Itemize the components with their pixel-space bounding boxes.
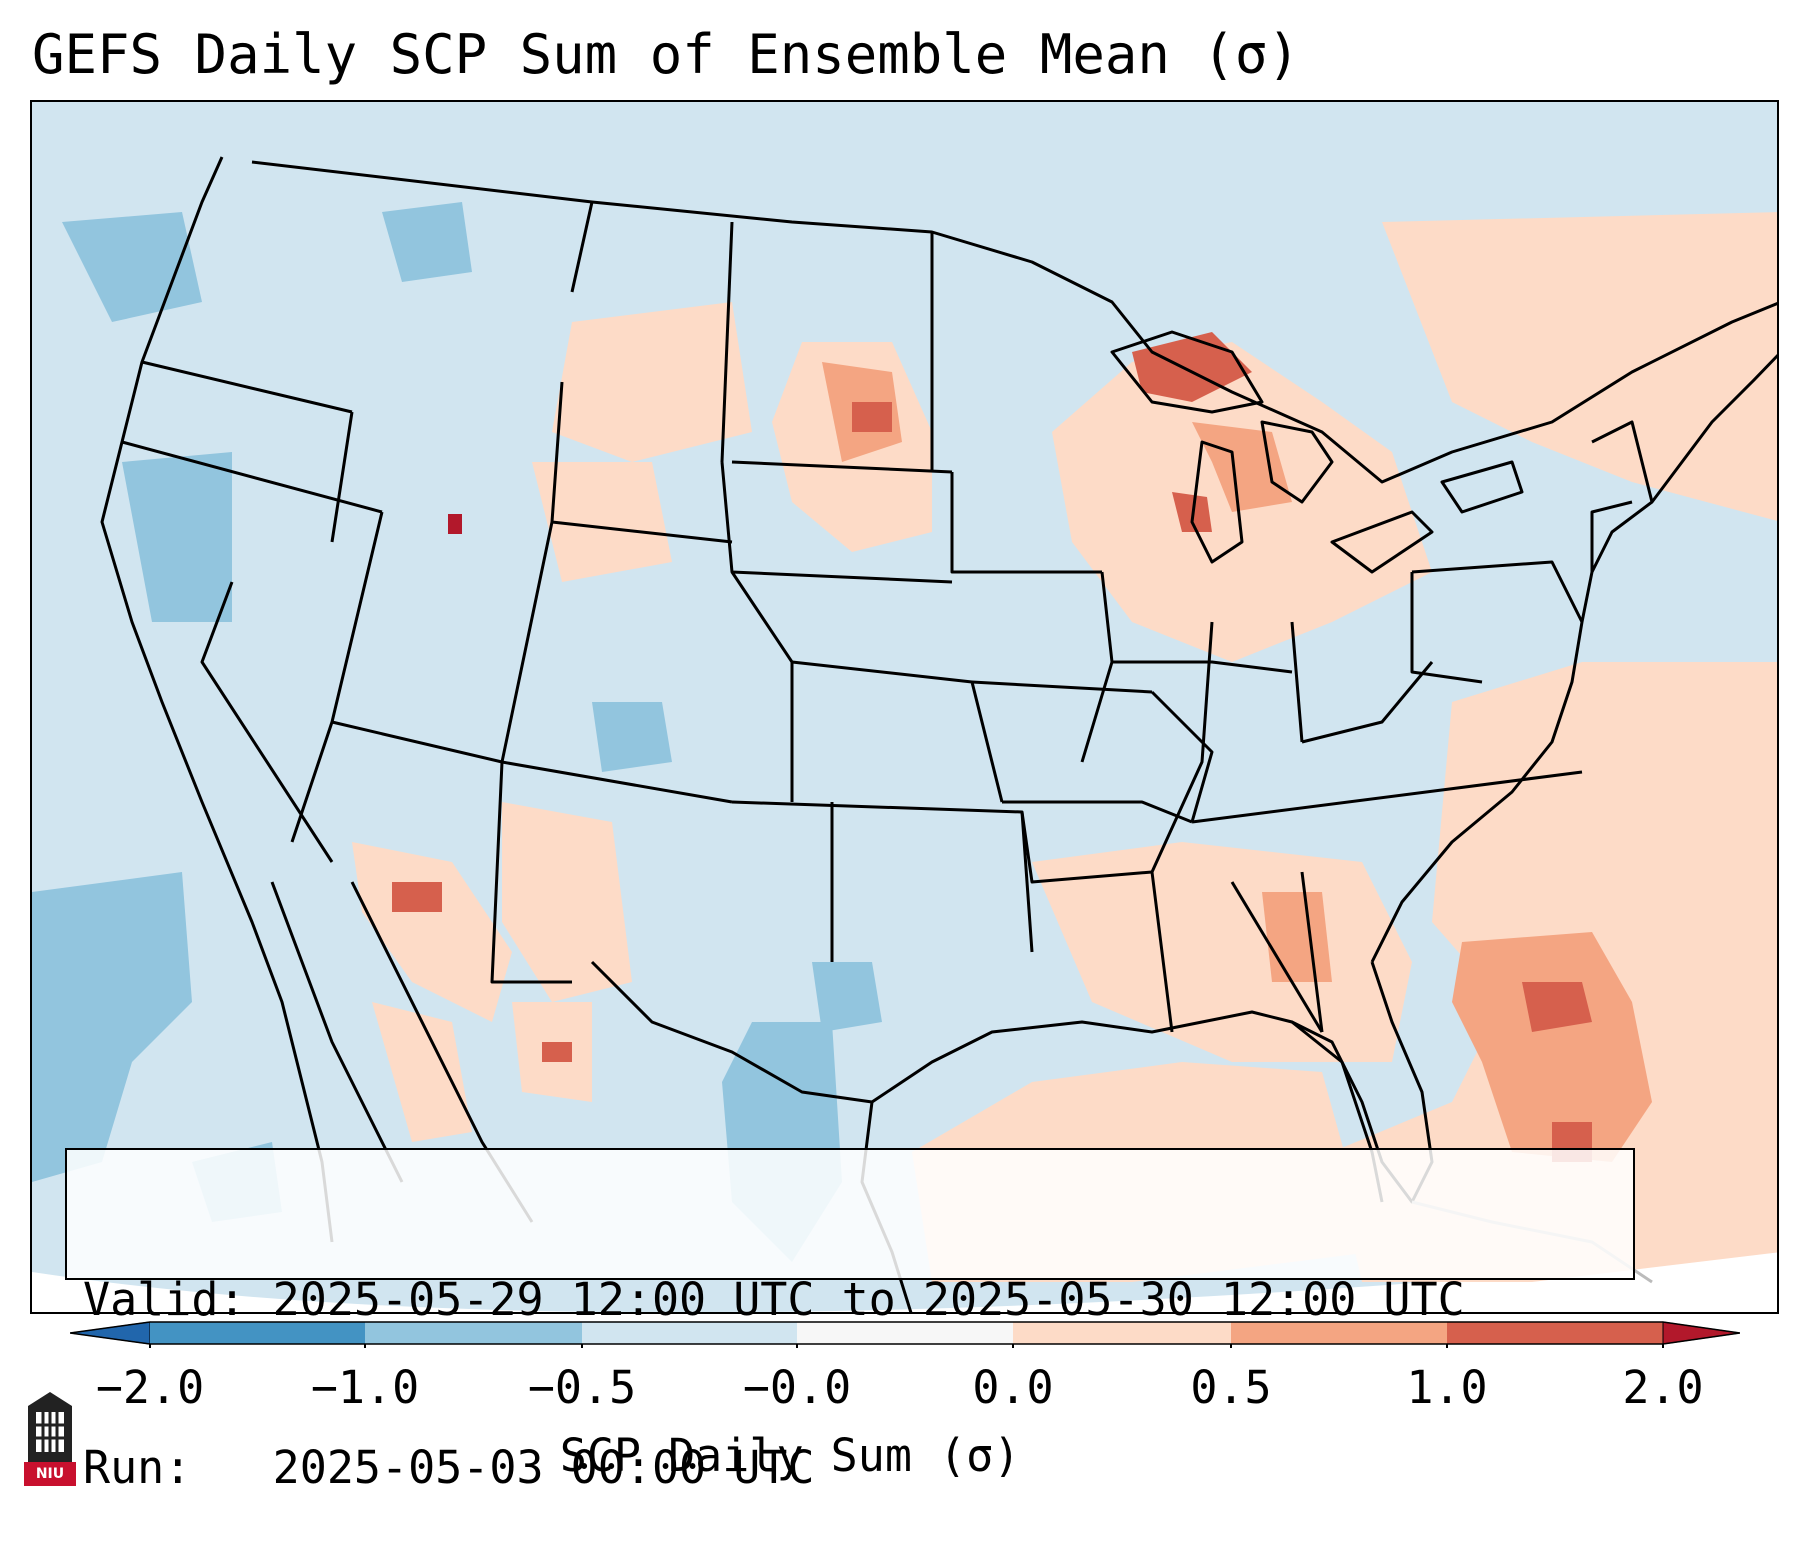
scp-field-map: [32, 102, 1777, 1312]
colorbar-max-arrow: [1662, 1321, 1740, 1345]
colorbar-segment: [1013, 1322, 1231, 1344]
valid-time-text: Valid: 2025-05-29 12:00 UTC to 2025-05-3…: [83, 1273, 1465, 1326]
colorbar-segment: [150, 1322, 365, 1344]
map-title: GEFS Daily SCP Sum of Ensemble Mean (σ): [32, 23, 1300, 86]
colorbar-tick-label: −0.5: [527, 1361, 637, 1414]
colorbar-tick-label: −0.0: [742, 1361, 852, 1414]
colorbar-segment: [365, 1322, 582, 1344]
map-panel: [30, 100, 1779, 1314]
colorbar-segment: [1447, 1322, 1663, 1344]
colorbar-tick-label: 2.0: [1622, 1361, 1704, 1414]
niu-logo-icon: NIU: [22, 1388, 78, 1488]
colorbar-segment: [582, 1322, 797, 1344]
colorbar-tick-label: 1.0: [1406, 1361, 1488, 1414]
run-time-text: Run: 2025-05-03 00:00 UTC: [83, 1441, 815, 1494]
colorbar-tick-label: −1.0: [310, 1361, 420, 1414]
colorbar-tick-label: 0.5: [1190, 1361, 1272, 1414]
colorbar: [70, 1321, 1740, 1348]
colorbar-label: SCP Daily Sum (σ): [559, 1429, 1021, 1482]
colorbar-tick-label: −2.0: [95, 1361, 205, 1414]
logo-text: NIU: [35, 1466, 65, 1482]
validity-info-box: Valid: 2025-05-29 12:00 UTC to 2025-05-3…: [65, 1148, 1635, 1494]
colorbar-segment: [797, 1322, 1013, 1344]
colorbar-tick-label: 0.0: [972, 1361, 1054, 1414]
colorbar-min-arrow: [70, 1321, 151, 1345]
colorbar-segment: [1231, 1322, 1447, 1344]
